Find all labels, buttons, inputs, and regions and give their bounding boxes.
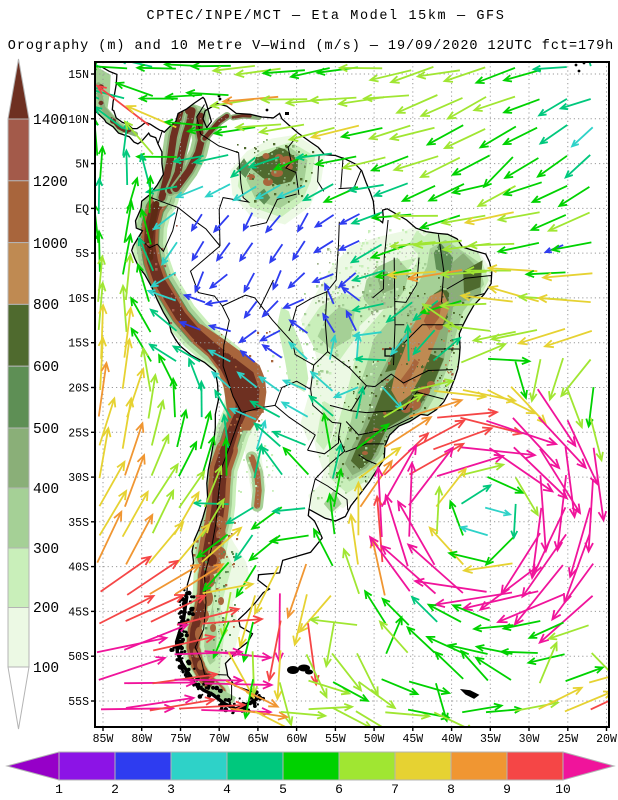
- svg-text:35W: 35W: [480, 733, 501, 746]
- svg-text:40S: 40S: [68, 562, 89, 575]
- svg-text:20S: 20S: [68, 383, 89, 396]
- svg-text:6: 6: [335, 782, 343, 797]
- svg-text:30S: 30S: [68, 472, 89, 485]
- svg-text:1: 1: [55, 782, 63, 797]
- svg-text:50W: 50W: [364, 733, 385, 746]
- svg-text:50S: 50S: [68, 651, 89, 664]
- svg-text:5S: 5S: [75, 248, 89, 261]
- svg-text:4: 4: [223, 782, 231, 797]
- svg-text:85W: 85W: [93, 733, 114, 746]
- svg-text:55W: 55W: [325, 733, 346, 746]
- svg-text:200: 200: [33, 601, 59, 617]
- svg-text:25W: 25W: [557, 733, 578, 746]
- svg-text:15N: 15N: [68, 69, 89, 82]
- svg-text:60W: 60W: [286, 733, 307, 746]
- svg-text:100: 100: [33, 661, 59, 677]
- svg-text:65W: 65W: [248, 733, 269, 746]
- svg-text:25S: 25S: [68, 427, 89, 440]
- svg-text:500: 500: [33, 422, 59, 438]
- svg-text:75W: 75W: [170, 733, 191, 746]
- svg-text:7: 7: [391, 782, 399, 797]
- svg-text:15S: 15S: [68, 338, 89, 351]
- svg-text:80W: 80W: [131, 733, 152, 746]
- svg-text:10S: 10S: [68, 293, 89, 306]
- svg-text:Orography (m) and 10 Metre V—W: Orography (m) and 10 Metre V—Wind (m/s) …: [8, 39, 614, 54]
- svg-text:30W: 30W: [519, 733, 540, 746]
- svg-text:400: 400: [33, 482, 59, 498]
- svg-text:3: 3: [167, 782, 175, 797]
- svg-text:1400: 1400: [33, 113, 68, 129]
- svg-text:5: 5: [279, 782, 287, 797]
- svg-text:8: 8: [447, 782, 455, 797]
- svg-text:800: 800: [33, 298, 59, 314]
- svg-text:EQ: EQ: [75, 203, 89, 216]
- svg-text:CPTEC/INPE/MCT — Eta Model 15: CPTEC/INPE/MCT — Eta Model 15km — GFS: [147, 9, 506, 24]
- svg-text:5N: 5N: [75, 159, 89, 172]
- svg-text:55S: 55S: [68, 696, 89, 709]
- svg-text:45S: 45S: [68, 606, 89, 619]
- svg-text:10N: 10N: [68, 114, 89, 127]
- svg-text:300: 300: [33, 542, 59, 558]
- svg-text:35S: 35S: [68, 517, 89, 530]
- svg-text:10: 10: [555, 782, 571, 797]
- svg-text:45W: 45W: [402, 733, 423, 746]
- svg-text:1200: 1200: [33, 175, 68, 191]
- svg-text:40W: 40W: [441, 733, 462, 746]
- svg-text:2: 2: [111, 782, 119, 797]
- svg-text:20W: 20W: [596, 733, 617, 746]
- svg-text:1000: 1000: [33, 237, 68, 253]
- svg-text:600: 600: [33, 360, 59, 376]
- svg-text:9: 9: [503, 782, 511, 797]
- svg-text:70W: 70W: [209, 733, 230, 746]
